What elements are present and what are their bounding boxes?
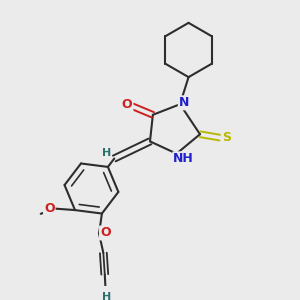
Text: H: H — [102, 148, 111, 158]
Text: S: S — [222, 130, 231, 144]
Text: N: N — [179, 96, 189, 109]
Text: O: O — [100, 226, 111, 239]
Text: O: O — [122, 98, 133, 111]
Text: H: H — [102, 292, 111, 300]
Text: O: O — [44, 202, 55, 214]
Text: NH: NH — [173, 152, 194, 165]
